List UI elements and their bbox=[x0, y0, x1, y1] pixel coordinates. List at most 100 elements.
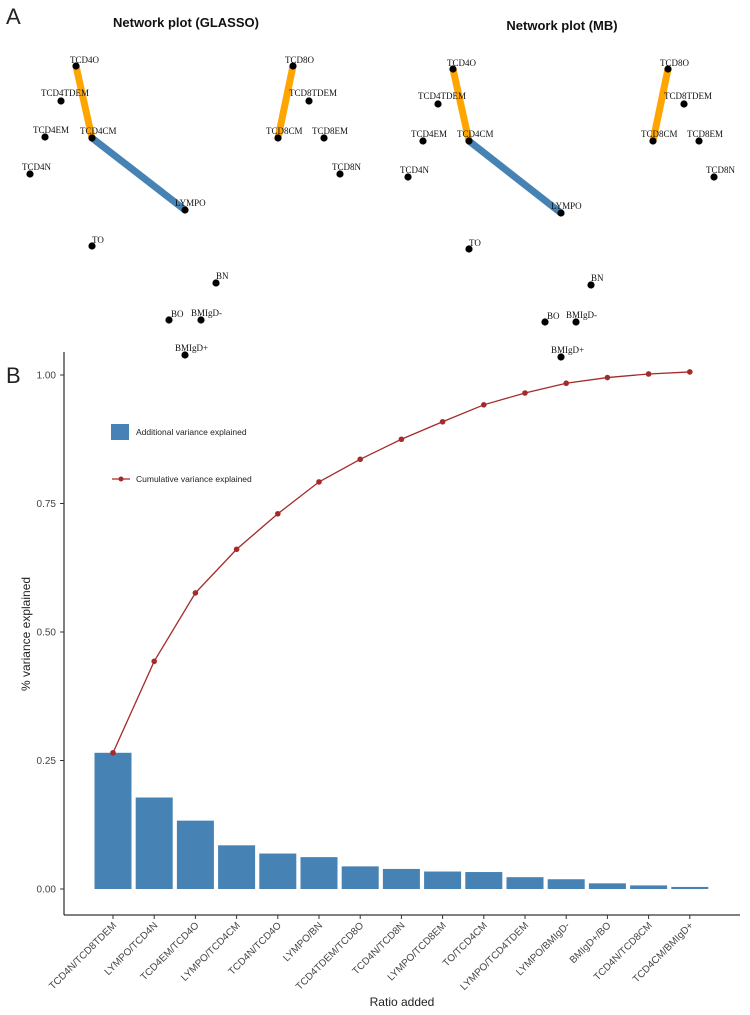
edge-tcd4cm-lympo bbox=[466, 138, 564, 216]
legend: Additional variance explained Cumulative… bbox=[111, 424, 252, 484]
bar-bmigd-bo bbox=[588, 883, 626, 889]
node-label-bmigd: BMIgD+ bbox=[551, 345, 584, 355]
cumulative-point-lympo-tcd8em bbox=[439, 418, 446, 425]
x-axis-title: Ratio added bbox=[370, 995, 435, 1009]
node-tcd8em bbox=[695, 137, 703, 145]
node-bn bbox=[587, 281, 595, 289]
node-tcd8n bbox=[336, 170, 344, 178]
cumulative-point-to-tcd4cm bbox=[481, 402, 487, 408]
node-bmigd bbox=[557, 353, 565, 361]
node-tcd8cm bbox=[649, 137, 657, 145]
bar-lympo-tcd4tdem bbox=[506, 877, 544, 889]
node-bmigd bbox=[181, 351, 189, 359]
node-tcd4cm bbox=[88, 134, 96, 142]
y-tick-label: 0.25 bbox=[37, 756, 57, 767]
node-label-tcd4tdem: TCD4TDEM bbox=[41, 88, 89, 98]
bar-lympo-bn bbox=[300, 857, 338, 889]
node-label-tcd8cm: TCD8CM bbox=[266, 126, 303, 136]
node-label-bmigd: BMIgD- bbox=[566, 310, 597, 320]
legend-line-label: Cumulative variance explained bbox=[136, 474, 252, 484]
node-label-bn: BN bbox=[216, 271, 229, 281]
node-label-tcd8em: TCD8EM bbox=[312, 126, 348, 136]
node-label-lympo: LYMPO bbox=[551, 201, 582, 211]
node-label-bo: BO bbox=[547, 311, 560, 321]
node-label-to: TO bbox=[469, 238, 481, 248]
edge-tcd8o-tcd8cm bbox=[274, 65, 297, 139]
network-mb: Network plot (MB) TCD4O TCD4TDEM TCD4EM TCD… bbox=[400, 18, 736, 361]
node-tcd8tdem bbox=[680, 100, 688, 108]
bar-lympo-tcd4n bbox=[135, 797, 173, 889]
node-label-tcd8n: TCD8N bbox=[332, 162, 362, 172]
x-tick-label-tcd4n-tcd8tdem: TCD4N/TCD8TDEM bbox=[47, 920, 119, 992]
node-label-tcd4n: TCD4N bbox=[22, 162, 52, 172]
node-label-tcd4cm: TCD4CM bbox=[80, 126, 117, 136]
node-label-tcd4cm: TCD4CM bbox=[457, 129, 494, 139]
x-tick-label-tcd4tdem-tcd8o: TCD4TDEM/TCD8O bbox=[294, 920, 366, 992]
node-to bbox=[465, 245, 473, 253]
node-label-tcd8tdem: TCD8TDEM bbox=[289, 88, 337, 98]
panel-a-label: A bbox=[6, 4, 21, 29]
network-glasso-title: Network plot (GLASSO) bbox=[113, 15, 259, 30]
node-bo bbox=[165, 316, 173, 324]
bar-to-tcd4cm bbox=[465, 872, 503, 889]
bar-tcd4tdem-tcd8o bbox=[341, 866, 379, 889]
cumulative-point-bmigd-bo bbox=[604, 374, 611, 381]
cumulative-point-lympo-tcd4n bbox=[151, 658, 157, 665]
cumulative-point-lympo-bmigd bbox=[563, 380, 569, 387]
y-axis-title: % variance explained bbox=[19, 577, 33, 691]
bar-tcd4n-tcd8n bbox=[382, 868, 420, 889]
node-tcd4n bbox=[404, 173, 412, 181]
node-label-tcd8o: TCD8O bbox=[660, 58, 690, 68]
node-label-tcd4o: TCD4O bbox=[447, 58, 477, 68]
node-tcd8o bbox=[289, 62, 297, 70]
y-tick-label: 0.75 bbox=[37, 499, 57, 510]
node-label-tcd4tdem: TCD4TDEM bbox=[418, 91, 466, 101]
node-tcd4em bbox=[41, 133, 49, 141]
node-tcd4o bbox=[449, 65, 457, 73]
cumulative-point-tcd4tdem-tcd8o bbox=[357, 456, 364, 463]
bar-tcd4n-tcd4o bbox=[259, 853, 297, 889]
node-tcd8cm bbox=[274, 134, 282, 142]
network-mb-title: Network plot (MB) bbox=[506, 18, 617, 33]
panel-b-label: B bbox=[6, 363, 21, 388]
node-lympo bbox=[557, 209, 565, 217]
node-label-bmigd: BMIgD- bbox=[191, 308, 222, 318]
node-bmigd bbox=[572, 318, 580, 326]
node-label-tcd8tdem: TCD8TDEM bbox=[664, 91, 712, 101]
node-tcd8n bbox=[710, 173, 718, 181]
cumulative-point-lympo-tcd4cm bbox=[233, 546, 240, 553]
cumulative-point-lympo-tcd4tdem bbox=[522, 390, 528, 396]
edge-tcd4cm-lympo bbox=[89, 135, 188, 213]
cumulative-point-tcd4n-tcd8cm bbox=[645, 371, 652, 377]
bar-tcd4n-tcd8tdem bbox=[94, 752, 132, 889]
x-tick-label-lympo-tcd4tdem: LYMPO/TCD4TDEM bbox=[459, 920, 531, 992]
node-bmigd bbox=[197, 316, 205, 324]
node-tcd4o bbox=[72, 62, 80, 70]
node-tcd4n bbox=[26, 170, 34, 178]
node-bn bbox=[212, 279, 220, 287]
cumulative-point-tcd4n-tcd4o bbox=[275, 510, 281, 517]
node-label-to: TO bbox=[92, 235, 104, 245]
node-label-tcd8cm: TCD8CM bbox=[641, 129, 678, 139]
node-label-bo: BO bbox=[171, 309, 184, 319]
legend-bar-label: Additional variance explained bbox=[136, 427, 247, 437]
edge-tcd8o-tcd8cm bbox=[649, 68, 672, 142]
bar-lympo-tcd4cm bbox=[218, 845, 256, 889]
cumulative-point-tcd4n-tcd8n bbox=[398, 436, 405, 443]
node-tcd4tdem bbox=[57, 97, 65, 105]
edge-tcd4o-tcd4cm bbox=[449, 68, 473, 142]
node-bo bbox=[541, 318, 549, 326]
edge-tcd4o-tcd4cm bbox=[72, 65, 96, 139]
node-tcd4cm bbox=[465, 137, 473, 145]
node-label-bmigd: BMIgD+ bbox=[175, 343, 208, 353]
variance-chart: Additional variance explained Cumulative… bbox=[19, 352, 740, 1009]
cumulative-point-tcd4em-tcd4o bbox=[192, 590, 199, 596]
x-tick-label-lympo-bn: LYMPO/BN bbox=[281, 920, 325, 964]
node-to bbox=[88, 242, 96, 250]
node-label-tcd4o: TCD4O bbox=[70, 55, 100, 65]
bar-tcd4em-tcd4o bbox=[176, 820, 214, 889]
bar-lympo-bmigd bbox=[547, 879, 585, 889]
cumulative-point-tcd4n-tcd8tdem bbox=[110, 749, 116, 756]
legend-bar-swatch bbox=[111, 424, 129, 440]
